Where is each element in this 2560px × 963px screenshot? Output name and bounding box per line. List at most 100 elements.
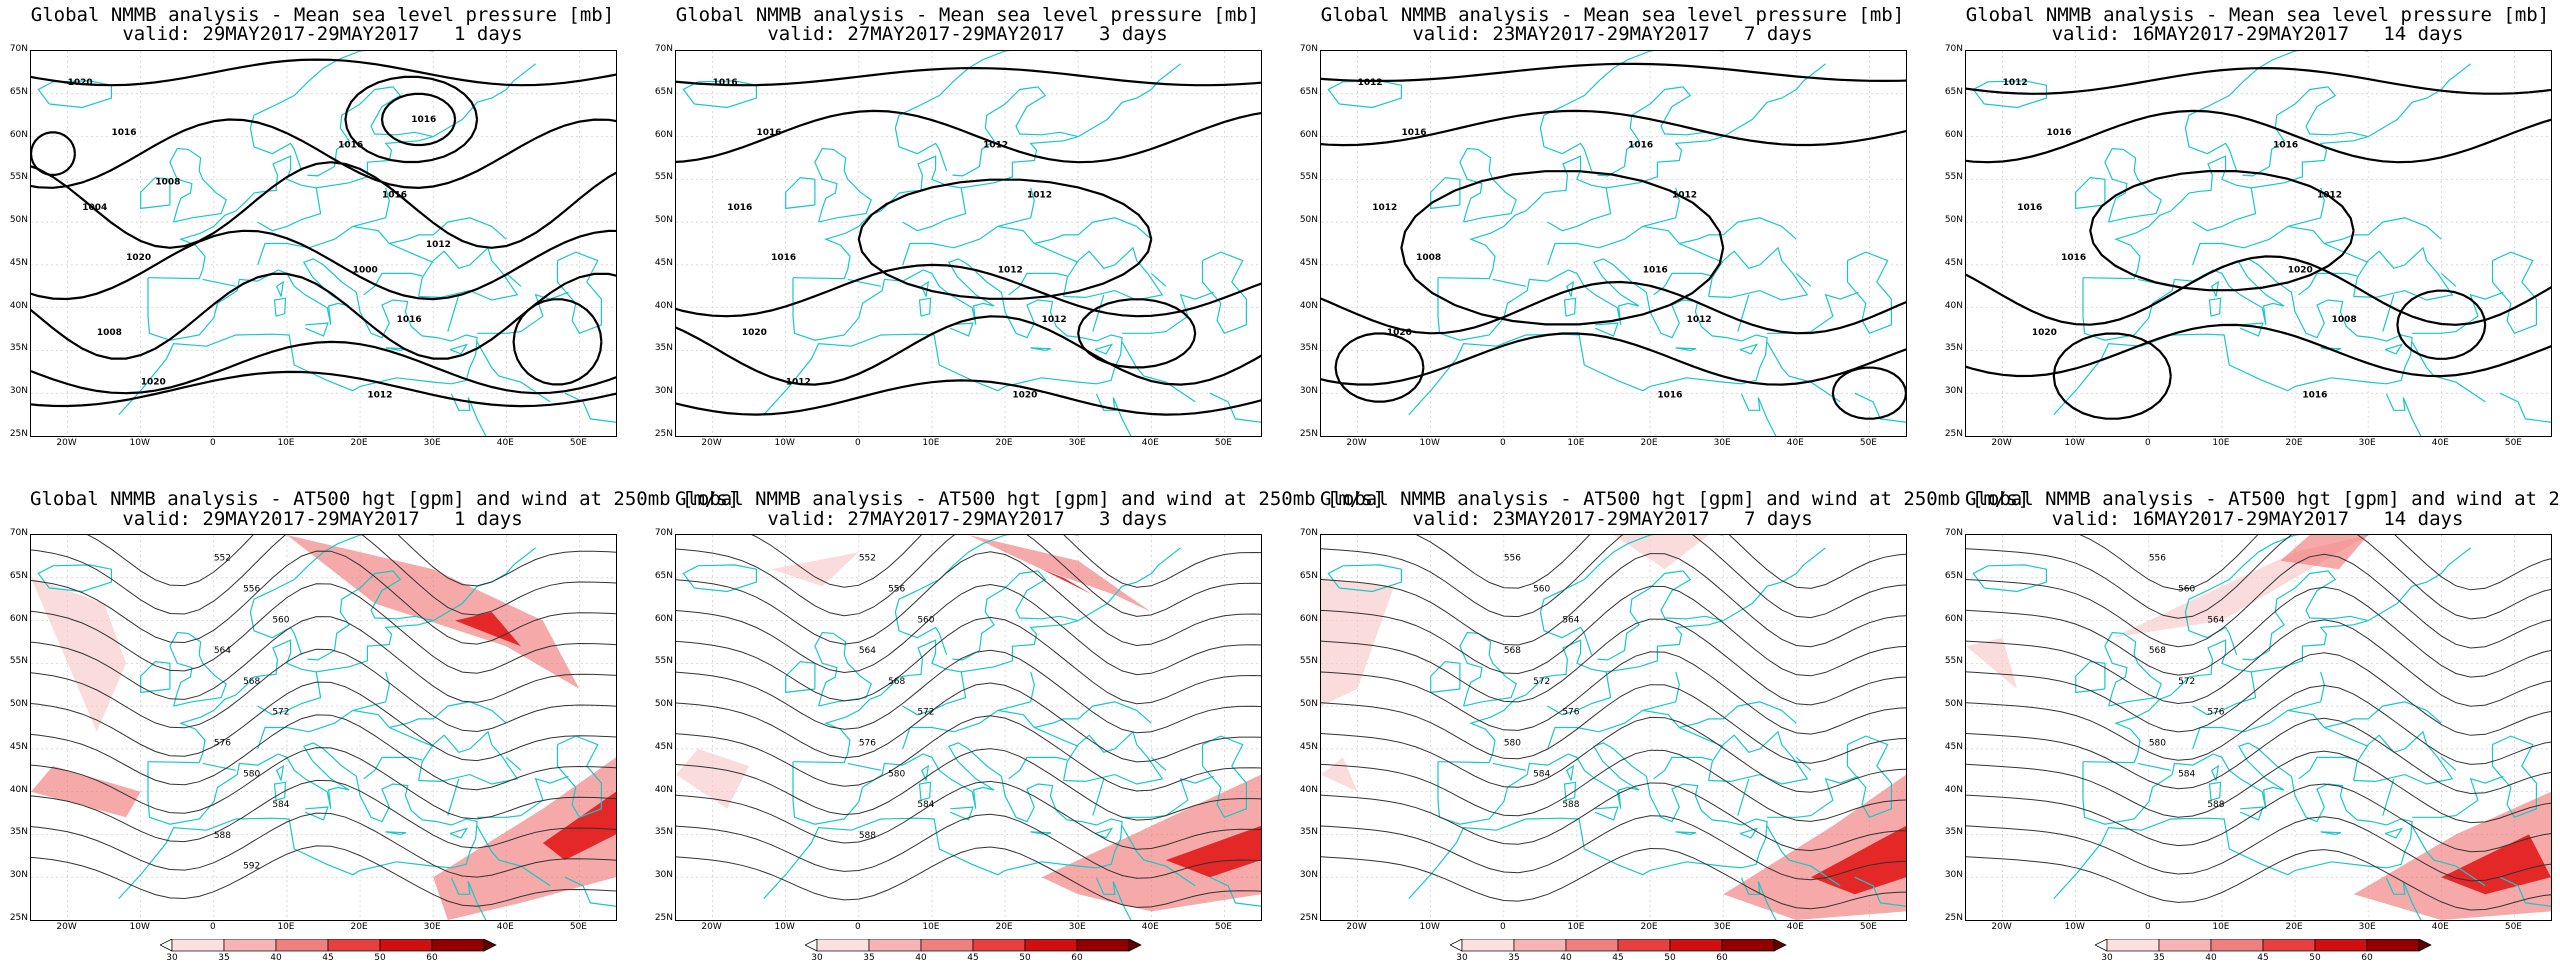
height-label: 580 xyxy=(888,769,905,779)
isobar xyxy=(1966,66,2551,95)
latitude-label: 30N xyxy=(1299,386,1318,397)
coastline xyxy=(2082,620,2369,764)
isobar xyxy=(676,66,1261,87)
height-contour xyxy=(1966,684,2551,765)
isobar xyxy=(1321,280,1906,335)
latitude-label: 45N xyxy=(654,257,673,268)
coastline xyxy=(1642,671,1680,711)
colorbar-tick: 40 xyxy=(915,953,927,963)
isobar-label: 1016 xyxy=(411,115,436,125)
height-label: 588 xyxy=(859,831,876,841)
coastline xyxy=(307,86,434,177)
coastline xyxy=(1679,217,1797,245)
map-canvas: 1012 1016 1016 1020 1020 1016 1016 1012 1016 1008 xyxy=(1966,51,2551,436)
latitude-label: 65N xyxy=(654,570,673,581)
coastline xyxy=(564,876,616,907)
colorbar-tick: 50 xyxy=(374,953,386,963)
isobar-label: 1020 xyxy=(141,378,166,388)
mslp-panel-2: Global NMMB analysis - Mean sea level pr… xyxy=(655,0,1262,960)
isobar-label: 1016 xyxy=(713,78,738,88)
latitude-label: 35N xyxy=(1299,827,1318,838)
isobar-label: 1020 xyxy=(2032,328,2057,338)
coastline xyxy=(2287,187,2325,227)
coastline xyxy=(2382,294,2395,332)
height-contour xyxy=(676,715,1261,792)
height-contour xyxy=(1966,783,2551,853)
coastline xyxy=(949,322,974,337)
height-label: 584 xyxy=(272,800,289,810)
coastline xyxy=(2382,778,2395,816)
height-contour xyxy=(1321,684,1906,764)
wind-speed-shading xyxy=(1041,774,1261,912)
wind-speed-shading xyxy=(1966,637,2018,689)
panel-title: Global NMMB analysis - AT500 hgt [gpm] a… xyxy=(1965,488,2560,510)
coastline xyxy=(1150,272,1167,287)
height-contour xyxy=(751,535,1261,588)
coastline xyxy=(2499,876,2551,907)
wind-colorbar xyxy=(2095,939,2432,952)
longitude-label: 50E xyxy=(1859,438,1877,448)
coastline xyxy=(1094,827,1114,839)
latitude-label: 50N xyxy=(1299,699,1318,710)
map-plot: 1012 1016 1016 1020 1020 1016 1016 1012 1016 1008 xyxy=(1965,50,2552,437)
latitude-label: 55N xyxy=(1299,172,1318,183)
coastline xyxy=(1594,806,1619,821)
coastline xyxy=(169,631,227,707)
coastline xyxy=(1767,775,1859,818)
valid-period: valid: 23MAY2017-29MAY2017 7 days xyxy=(1412,23,1813,45)
latitude-label: 40N xyxy=(9,784,28,795)
colorbar-bin xyxy=(816,939,870,952)
height-label: 552 xyxy=(859,554,876,564)
latitude-label: 25N xyxy=(1944,913,1963,923)
height-contour xyxy=(31,583,616,674)
coastline xyxy=(1846,251,1893,335)
coastline xyxy=(1092,294,1105,332)
coastline xyxy=(307,570,434,661)
isobar xyxy=(676,263,1261,318)
isobar-label: 1012 xyxy=(2317,190,2342,200)
coastline xyxy=(2412,291,2504,334)
wind-colorbar xyxy=(805,939,1142,952)
height-label: 572 xyxy=(2178,677,2195,687)
height-contour xyxy=(676,813,1261,879)
height-label: 564 xyxy=(214,646,231,656)
coastline xyxy=(1740,877,1777,920)
longitude-label: 50E xyxy=(569,922,587,932)
coastline xyxy=(1121,825,1196,887)
latitude-label: 55N xyxy=(654,172,673,183)
coastline xyxy=(1565,764,1575,781)
coastline xyxy=(389,701,507,729)
isobar-label: 1016 xyxy=(338,141,363,151)
isobar-label: 1012 xyxy=(1042,315,1067,325)
coastline xyxy=(1722,547,1826,622)
isobar-label: 1012 xyxy=(1372,203,1397,213)
colorbar-tick: 30 xyxy=(1456,953,1468,963)
longitude-label: 0 xyxy=(854,922,861,932)
colorbar-bin xyxy=(1721,939,1775,952)
coastline xyxy=(1547,671,1612,716)
isobar xyxy=(1966,109,2551,164)
isobar xyxy=(1321,109,1906,147)
coastline xyxy=(1795,756,1812,771)
height-label: 556 xyxy=(1504,554,1521,564)
coastline xyxy=(1739,343,1759,355)
coastline xyxy=(1408,742,1768,900)
coastline xyxy=(564,392,616,423)
coastline xyxy=(2440,272,2457,287)
latitude-label: 60N xyxy=(1944,613,1963,624)
map-canvas: 552 556 560 564 568 572 576 580 584 588 xyxy=(676,535,1261,920)
latitude-label: 55N xyxy=(9,656,28,667)
height-contour xyxy=(1321,651,1906,735)
colorbar-tick: 35 xyxy=(1508,953,1520,963)
height-contour xyxy=(1321,618,1906,706)
colorbar-bin xyxy=(1669,939,1723,952)
isobar xyxy=(344,75,479,164)
height-contour xyxy=(1966,586,2551,678)
isobar-label: 1016 xyxy=(382,190,407,200)
coastline xyxy=(2298,756,2358,780)
coastline xyxy=(1539,535,1724,655)
height-contour xyxy=(676,551,1261,647)
colorbar-tick: 30 xyxy=(2101,953,2113,963)
isobar-label: 1016 xyxy=(2017,203,2042,213)
latitude-label: 45N xyxy=(1944,257,1963,268)
